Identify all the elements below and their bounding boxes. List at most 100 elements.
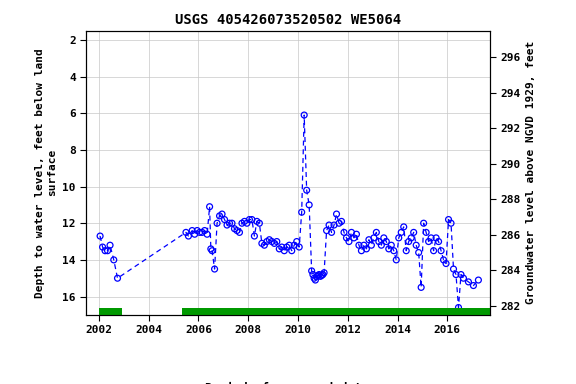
Point: [426, 235, 435, 241]
Point: [192, 227, 202, 233]
Point: [350, 235, 359, 241]
Point: [320, 270, 329, 276]
Bar: [99, 308, 123, 315]
Point: [105, 242, 115, 248]
Point: [207, 248, 217, 254]
Point: [394, 235, 403, 241]
Point: [434, 238, 443, 245]
Point: [307, 268, 316, 274]
Point: [374, 238, 384, 245]
Point: [206, 246, 215, 252]
Point: [203, 231, 212, 237]
Point: [275, 246, 284, 252]
Point: [339, 229, 348, 235]
Point: [377, 242, 386, 248]
Point: [444, 217, 453, 223]
Point: [429, 248, 438, 254]
Point: [287, 248, 296, 254]
Point: [419, 220, 428, 226]
Point: [232, 227, 241, 233]
Point: [230, 226, 239, 232]
Point: [100, 248, 109, 254]
Point: [416, 284, 426, 290]
Point: [414, 250, 423, 256]
Point: [181, 229, 191, 235]
Point: [352, 231, 361, 237]
Point: [220, 217, 229, 223]
Point: [407, 235, 416, 241]
Point: [262, 238, 271, 245]
Point: [240, 218, 249, 225]
Point: [222, 222, 232, 228]
Point: [247, 217, 256, 223]
Point: [96, 233, 105, 239]
Point: [401, 248, 411, 254]
Point: [446, 220, 456, 226]
Point: [188, 227, 197, 233]
Point: [404, 238, 414, 245]
Point: [437, 248, 446, 254]
Point: [342, 235, 351, 241]
Point: [297, 209, 306, 215]
Point: [364, 237, 373, 243]
Point: [103, 248, 112, 254]
Point: [452, 271, 461, 278]
Point: [294, 244, 304, 250]
Point: [200, 227, 209, 233]
Point: [250, 233, 259, 239]
Point: [469, 283, 478, 289]
Point: [260, 242, 269, 248]
Point: [270, 240, 279, 247]
Point: [409, 229, 418, 235]
Point: [109, 257, 119, 263]
Point: [382, 238, 391, 245]
Point: [190, 231, 199, 237]
Point: [384, 246, 393, 252]
Point: [317, 272, 326, 278]
Point: [98, 244, 107, 250]
Point: [424, 238, 433, 245]
Point: [399, 224, 408, 230]
Point: [312, 273, 321, 280]
Point: [272, 238, 282, 245]
Point: [456, 271, 465, 278]
Point: [245, 217, 254, 223]
Title: USGS 405426073520502 WE5064: USGS 405426073520502 WE5064: [175, 13, 401, 27]
Point: [344, 238, 354, 245]
Point: [308, 271, 317, 278]
Point: [313, 272, 323, 278]
Point: [282, 244, 291, 250]
Point: [311, 277, 320, 283]
Point: [292, 238, 301, 245]
Point: [255, 220, 264, 226]
Point: [210, 266, 219, 272]
Point: [372, 229, 381, 235]
Point: [354, 242, 363, 248]
Point: [335, 220, 344, 226]
Y-axis label: Groundwater level above NGVD 1929, feet: Groundwater level above NGVD 1929, feet: [526, 41, 536, 305]
Point: [195, 229, 204, 235]
Point: [237, 220, 247, 226]
Point: [277, 244, 286, 250]
Point: [184, 233, 193, 239]
Point: [449, 266, 458, 272]
Point: [225, 220, 234, 226]
Y-axis label: Depth to water level, feet below land
surface: Depth to water level, feet below land su…: [35, 48, 57, 298]
Point: [235, 229, 244, 235]
Point: [257, 240, 267, 247]
Point: [314, 271, 324, 278]
Point: [329, 222, 339, 228]
Point: [422, 229, 431, 235]
Point: [324, 222, 334, 228]
Point: [332, 211, 341, 217]
Point: [454, 305, 463, 311]
Point: [327, 229, 336, 235]
Bar: [182, 308, 448, 315]
Point: [379, 235, 388, 241]
Point: [267, 238, 276, 245]
Point: [318, 271, 327, 278]
Point: [392, 257, 401, 263]
Point: [228, 220, 237, 226]
Point: [305, 202, 314, 208]
Point: [213, 220, 222, 226]
